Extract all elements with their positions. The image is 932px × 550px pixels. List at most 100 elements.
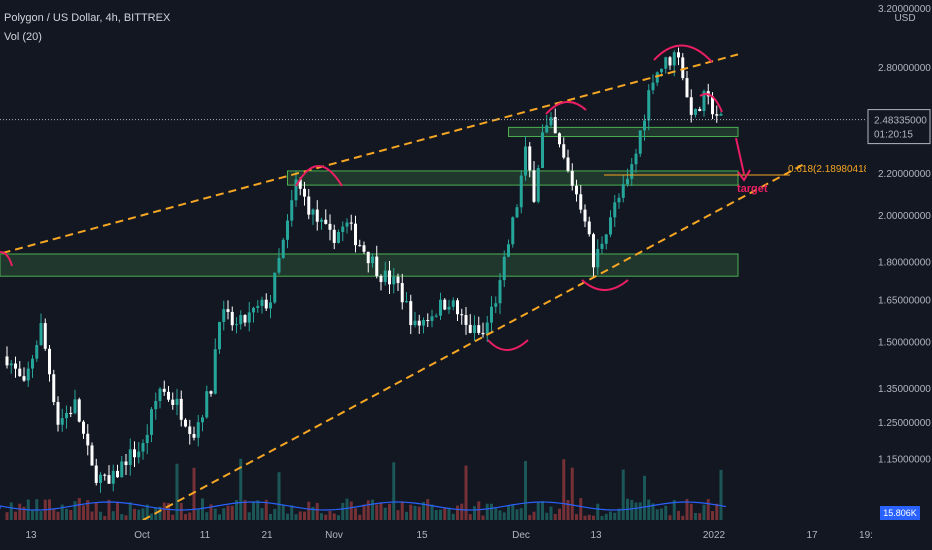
volume-bar xyxy=(269,513,272,520)
volume-bar xyxy=(468,514,472,520)
volume-bar xyxy=(528,515,532,520)
candles xyxy=(5,47,723,493)
volume-bar xyxy=(239,458,243,520)
candle-body xyxy=(532,170,536,202)
volume-bar xyxy=(264,499,268,520)
volume-bar xyxy=(184,514,187,520)
time-tick-label: 11 xyxy=(200,530,211,541)
candle-body xyxy=(73,399,77,414)
candle-body xyxy=(141,443,145,452)
candle-body xyxy=(307,196,311,215)
candle-body xyxy=(621,184,625,198)
volume-bar xyxy=(532,511,536,520)
candle-body xyxy=(188,426,192,435)
volume-bar xyxy=(664,505,668,520)
candle-body xyxy=(698,108,702,112)
candle-body xyxy=(273,272,277,303)
current-price-value: 2.48335000 xyxy=(874,116,927,127)
volume-bar xyxy=(137,509,141,520)
volume-bar xyxy=(315,502,319,520)
time-tick-label: 15 xyxy=(416,530,428,541)
volume-bar xyxy=(22,506,26,520)
volume-bar xyxy=(247,512,251,520)
candle-body xyxy=(685,78,689,98)
volume-bar xyxy=(405,511,408,520)
volume-bar xyxy=(498,510,502,520)
volume-bar xyxy=(14,511,17,520)
swing-arc xyxy=(653,44,713,63)
volume-bar xyxy=(519,508,523,520)
volume-bar xyxy=(188,512,192,520)
candle-body xyxy=(515,207,519,218)
candle-body xyxy=(222,309,226,322)
candle-body xyxy=(179,398,183,420)
candle-body xyxy=(86,433,90,446)
candle-body xyxy=(604,234,608,244)
candle-body xyxy=(383,270,387,282)
volume-bar xyxy=(150,513,153,520)
volume-bar xyxy=(379,502,383,520)
volume-bar xyxy=(175,463,179,520)
volume-bar xyxy=(252,501,255,520)
candle-body xyxy=(337,232,340,243)
volume-bar xyxy=(668,515,672,520)
candle-body xyxy=(120,461,124,478)
price-tick-label: 2.80000000 xyxy=(878,63,931,74)
swing-arc xyxy=(545,101,587,115)
symbol-title[interactable]: Polygon / US Dollar, 4h, BITTREX xyxy=(4,12,171,24)
candle-body xyxy=(252,307,255,313)
candle-body xyxy=(9,363,13,366)
candle-body xyxy=(715,114,719,116)
volume-bar xyxy=(536,502,540,520)
volume-indicator-label[interactable]: Vol (20) xyxy=(4,31,42,43)
candle-body xyxy=(349,222,353,224)
candle-body xyxy=(694,108,697,115)
volume-bar xyxy=(354,508,357,520)
candle-body xyxy=(137,451,141,458)
candle-body xyxy=(396,276,400,284)
volume-bar xyxy=(719,469,723,520)
volume-bar xyxy=(90,511,94,520)
target-arrowhead xyxy=(737,169,751,182)
time-tick-label: 13 xyxy=(25,530,37,541)
candle-body xyxy=(549,117,553,126)
candle-body xyxy=(579,194,583,210)
candle-body xyxy=(158,388,162,401)
candle-body xyxy=(99,474,102,483)
support-zone xyxy=(287,170,739,186)
volume-bar xyxy=(349,501,353,520)
candle-body xyxy=(566,157,570,171)
candle-body xyxy=(150,409,153,435)
volume-bar xyxy=(575,514,578,520)
volume-bar xyxy=(375,504,379,520)
support-zones xyxy=(0,126,739,277)
price-axis-panel xyxy=(866,0,932,550)
volume-bar xyxy=(230,505,234,520)
candle-body xyxy=(562,144,566,158)
candle-body xyxy=(498,280,502,304)
candle-body xyxy=(617,197,621,203)
candle-body xyxy=(413,320,417,326)
candle-body xyxy=(311,209,315,215)
volume-bar xyxy=(273,508,277,520)
volume-bar xyxy=(638,502,642,520)
candle-body xyxy=(519,175,523,208)
time-tick-label: 17 xyxy=(806,530,818,541)
candle-body xyxy=(647,90,651,121)
candle-body xyxy=(651,82,655,91)
candle-body xyxy=(201,417,204,423)
volume-bar xyxy=(290,505,294,520)
volume-bar xyxy=(545,512,549,520)
volume-bar xyxy=(371,499,374,520)
candle-body xyxy=(332,229,336,243)
volume-bar xyxy=(31,510,34,520)
candle-body xyxy=(630,164,634,179)
volume-bar xyxy=(162,502,166,520)
trendlines: 0.618(2.18980418) xyxy=(0,53,873,521)
candle-body xyxy=(434,315,438,317)
candle-body xyxy=(600,243,604,249)
volume-bar xyxy=(443,507,447,520)
candle-body xyxy=(443,299,447,310)
